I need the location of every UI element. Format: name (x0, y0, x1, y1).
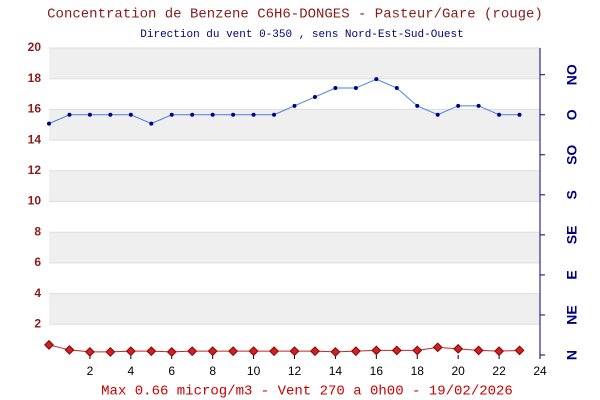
x-tick-label: 2 (87, 364, 94, 378)
y2-tick-label: SE (564, 226, 580, 245)
point (149, 121, 154, 126)
y-tick-label: 6 (34, 255, 41, 269)
y-tick-label: 12 (28, 163, 42, 177)
x-tick-label: 6 (168, 364, 175, 378)
point (415, 103, 420, 108)
point (190, 112, 195, 117)
point (207, 346, 218, 357)
point (210, 112, 215, 117)
point (231, 112, 236, 117)
point (350, 346, 361, 357)
x-tick-label: 8 (209, 364, 216, 378)
point (330, 346, 341, 357)
point (333, 86, 338, 91)
y-tick-label: 4 (34, 286, 41, 300)
point (251, 112, 256, 117)
y-tick-label: 2 (34, 316, 41, 330)
x-tick-label: 24 (533, 364, 547, 378)
grid-band (49, 170, 540, 202)
y-tick-label: 20 (28, 40, 42, 54)
point (64, 344, 75, 355)
point (391, 345, 402, 356)
point (272, 112, 277, 117)
point (432, 342, 443, 353)
y2-tick-label: E (564, 270, 580, 279)
point (169, 112, 174, 117)
x-tick-label: 20 (451, 364, 465, 378)
x-tick-label: 14 (329, 364, 343, 378)
point (108, 112, 113, 117)
point (44, 339, 54, 350)
point (47, 121, 51, 126)
series-line (48, 78, 520, 125)
x-tick-label: 16 (370, 364, 384, 378)
grid-band (49, 232, 540, 263)
grid-band (49, 293, 540, 325)
point (517, 112, 522, 117)
footer: Max 0.66 microg/m3 - Vent 270 a 0h00 - 1… (101, 384, 513, 400)
point (476, 103, 481, 108)
point (128, 112, 133, 117)
point (248, 346, 259, 357)
point (67, 112, 72, 117)
point (292, 103, 297, 108)
y2-tick-label: S (564, 190, 580, 199)
y2-tick-label: NE (564, 305, 580, 324)
grid-band (49, 109, 540, 141)
point (394, 86, 399, 91)
point (289, 346, 300, 357)
point (146, 346, 157, 357)
point (105, 346, 116, 357)
y2-tick-label: O (564, 109, 580, 120)
y-tick-label: 16 (28, 102, 42, 116)
point (435, 112, 440, 117)
x-tick-label: 22 (492, 364, 506, 378)
chart-title: Concentration de Benzene C6H6-DONGES - P… (47, 7, 543, 23)
y-tick-label: 10 (28, 194, 42, 208)
point (312, 94, 317, 99)
point (228, 346, 239, 357)
point (87, 112, 92, 117)
point (453, 343, 464, 354)
x-tick-label: 4 (127, 364, 134, 378)
y2-tick-label: N (564, 350, 580, 360)
x-tick-label: 10 (247, 364, 261, 378)
point (353, 86, 358, 91)
point (514, 345, 525, 356)
x-tick-label: 18 (411, 364, 425, 378)
y-tick-label: 18 (28, 71, 42, 85)
x-tick-label: 12 (288, 364, 302, 378)
point (84, 346, 95, 357)
grid-band (49, 48, 540, 79)
point (412, 345, 423, 356)
point (494, 346, 505, 357)
point (473, 345, 484, 356)
y-tick-label: 8 (34, 224, 41, 238)
point (125, 346, 136, 357)
chart-subtitle: Direction du vent 0-350 , sens Nord-Est-… (140, 29, 463, 41)
y2-tick-label: SO (564, 145, 580, 165)
y-tick-label: 14 (28, 132, 42, 146)
point (371, 345, 382, 356)
point (374, 77, 379, 82)
point (166, 346, 177, 357)
point (187, 346, 198, 357)
point (497, 112, 502, 117)
y2-tick-label: NO (564, 64, 580, 85)
point (310, 346, 320, 357)
point (456, 103, 461, 108)
point (269, 346, 279, 357)
